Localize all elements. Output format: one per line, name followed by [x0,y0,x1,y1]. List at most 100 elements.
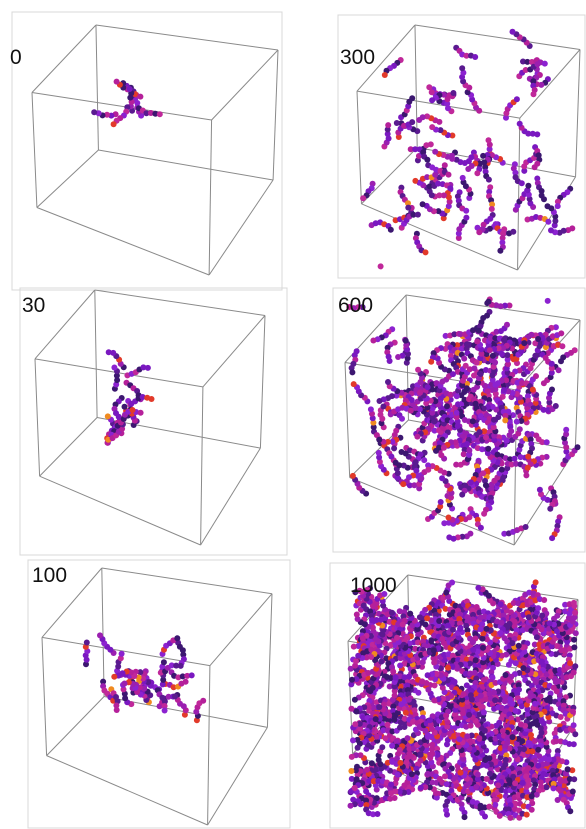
particle [484,626,490,632]
particle [376,450,382,456]
particle [105,413,111,419]
particle [441,520,447,526]
particle [514,96,520,102]
particle [446,172,452,178]
particle [382,72,388,78]
particle [429,742,435,748]
particle [450,90,456,96]
particle [380,404,386,410]
particle [504,352,510,358]
particle [571,600,577,606]
particle [478,693,484,699]
particle [388,227,394,233]
particle [111,365,117,371]
particle [573,630,579,636]
particle [149,396,155,402]
particle [572,731,578,737]
particle [537,487,543,493]
particle [466,712,472,718]
particle [570,789,576,795]
particle [425,672,431,678]
cube-edge [32,25,96,93]
particle [554,688,560,694]
particle [532,164,538,170]
particle [572,663,578,669]
particle [489,206,495,212]
particle [369,617,375,623]
particle [523,524,529,530]
particle [465,166,471,172]
particle [424,615,430,621]
particle [470,647,476,653]
particle [349,677,355,683]
particle [470,418,476,424]
particle [472,54,478,60]
particle [547,506,553,512]
particle [487,771,493,777]
particle [423,249,429,255]
particle [571,670,577,676]
particle [349,369,355,375]
particle [387,358,393,364]
cube-edge [96,25,278,50]
particle [549,361,555,367]
particle [482,814,488,820]
particle [450,627,456,633]
particle [525,465,531,471]
particle [376,704,382,710]
particle [466,447,472,453]
particle [545,298,551,304]
particle [523,472,529,478]
particle [393,460,399,466]
particle [111,674,117,680]
particle [439,475,445,481]
particle [425,384,431,390]
particle [351,381,357,387]
particle [406,674,412,680]
cube-edge [47,756,208,825]
particle [432,149,438,155]
particle [409,95,415,101]
particle [354,612,360,618]
particle [444,403,450,409]
particle [490,353,496,359]
particle [485,446,491,452]
particle [433,448,439,454]
cube-edge [210,594,272,666]
cube-edge [212,50,278,120]
cube-edge [345,363,350,478]
panel-label: 1000 [350,574,397,597]
particle [499,467,505,473]
particle [483,434,489,440]
particle [498,630,504,636]
particle [162,708,168,714]
particle [492,697,498,703]
cube-edge [95,290,265,316]
particle [378,659,384,665]
particle [444,812,450,818]
particle [410,679,416,685]
cube-edge [201,448,261,545]
figure: 0 30 100 300 600 1000 [0,0,586,829]
particle [526,614,532,620]
cube-edge [40,476,201,545]
cube-edge [102,568,104,697]
particle [429,124,435,130]
particle [474,360,480,366]
cube-edge [209,180,273,275]
particle [535,61,541,67]
particle [475,585,481,591]
particle [532,353,538,359]
particle [402,724,408,730]
particle [417,614,423,620]
particle [97,632,103,638]
particle [547,620,553,626]
particle [443,590,449,596]
particle [189,672,195,678]
particle [84,640,90,646]
cube-edge [209,120,211,275]
cube-edge [47,697,105,756]
particle [377,398,383,404]
particle [415,690,421,696]
particle [512,780,518,786]
